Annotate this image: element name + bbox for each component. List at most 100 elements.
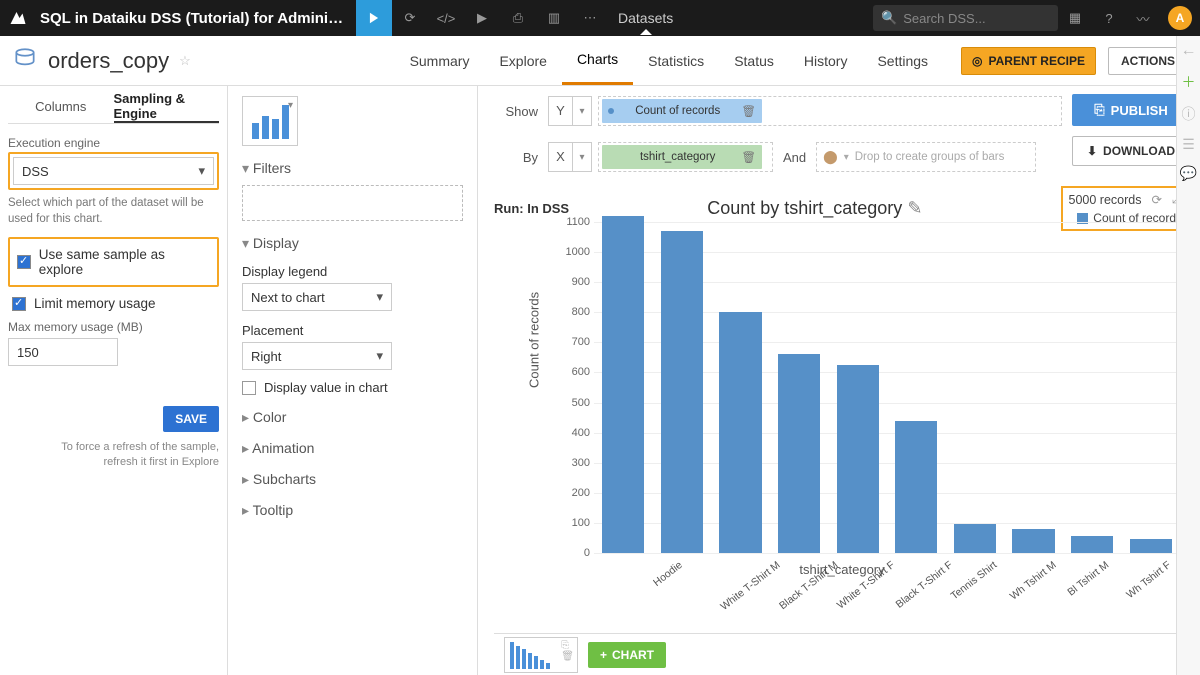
topbar: SQL in Dataiku DSS (Tutorial) for Admini… xyxy=(0,0,1200,36)
bar[interactable] xyxy=(837,365,879,553)
chevron-down-icon: ▾ xyxy=(288,100,293,111)
x-pill[interactable]: tshirt_category🗑 xyxy=(602,145,762,169)
print-icon[interactable]: ⎙ xyxy=(500,0,536,36)
exec-engine-label: Execution engine xyxy=(8,136,219,150)
rail-add-icon[interactable]: ＋ xyxy=(1182,72,1196,92)
tab-summary[interactable]: Summary xyxy=(395,36,485,85)
left-tab-columns[interactable]: Columns xyxy=(8,90,114,123)
left-tab-sampling[interactable]: Sampling & Engine xyxy=(114,90,220,123)
tab-status[interactable]: Status xyxy=(719,36,789,85)
tab-explore[interactable]: Explore xyxy=(484,36,561,85)
x-axis-caret[interactable]: ▾ xyxy=(572,142,592,172)
chevron-down-icon: ▾ xyxy=(844,152,849,163)
apps-icon[interactable]: ▦ xyxy=(1058,10,1092,26)
chart-strip: ⎘🗑 +CHART xyxy=(494,633,1190,675)
run-icon[interactable]: ▶ xyxy=(464,0,500,36)
code-icon[interactable]: </> xyxy=(428,0,464,36)
config-panel: ▾ Filters Display Display legend Next to… xyxy=(228,86,478,675)
x-axis-label: X xyxy=(548,142,572,172)
star-icon[interactable]: ☆ xyxy=(179,53,191,69)
checkbox-icon xyxy=(17,255,31,269)
show-label: Show xyxy=(494,104,548,119)
chart-type-thumb[interactable]: ▾ xyxy=(242,96,298,146)
chart-mini-thumb[interactable]: ⎘🗑 xyxy=(504,637,578,673)
search-input[interactable]: 🔍 Search DSS... xyxy=(873,5,1058,31)
section-filters[interactable]: Filters xyxy=(242,160,463,177)
dataset-header: orders_copy ☆ Summary Explore Charts Sta… xyxy=(0,36,1200,86)
rail-chat-icon[interactable]: 💬 xyxy=(1180,165,1197,182)
group-dropzone[interactable]: ⬤▾ Drop to create groups of bars xyxy=(816,142,1036,172)
bar[interactable] xyxy=(1012,529,1054,553)
add-chart-button[interactable]: +CHART xyxy=(588,642,666,668)
copy-icon[interactable]: ⎘ xyxy=(561,640,569,651)
y-axis-caret[interactable]: ▾ xyxy=(572,96,592,126)
remove-icon[interactable]: 🗑 xyxy=(741,150,756,164)
more-icon[interactable]: ⋯ xyxy=(572,0,608,36)
collapse-icon[interactable]: ← xyxy=(1181,42,1197,60)
mem-input[interactable]: 150 xyxy=(8,338,118,366)
refresh-icon[interactable]: ⟳ xyxy=(1152,192,1162,207)
y-dropzone[interactable]: Count of records🗑 xyxy=(598,96,1062,126)
edit-icon[interactable]: ✎ xyxy=(907,198,922,218)
filters-dropzone[interactable] xyxy=(242,185,463,221)
rail-list-icon[interactable]: ☰ xyxy=(1182,136,1195,153)
checkbox-limit-memory[interactable]: Limit memory usage xyxy=(8,291,219,316)
remove-icon[interactable]: 🗑 xyxy=(741,104,756,118)
section-tooltip[interactable]: Tooltip xyxy=(242,502,463,519)
rail-info-icon[interactable]: ⓘ xyxy=(1182,104,1196,124)
parent-recipe-button[interactable]: ◎PARENT RECIPE xyxy=(961,47,1096,75)
section-animation[interactable]: Animation xyxy=(242,440,463,457)
publish-button[interactable]: ⎘PUBLISH xyxy=(1072,94,1190,126)
bar[interactable] xyxy=(895,421,937,553)
panel-icon[interactable]: ▥ xyxy=(536,0,572,36)
y-pill[interactable]: Count of records🗑 xyxy=(602,99,762,123)
tab-history[interactable]: History xyxy=(789,36,863,85)
sample-note: To force a refresh of the sample,refresh… xyxy=(8,440,219,471)
plot: Count of records 01002003004005006007008… xyxy=(526,222,1186,553)
chart-title[interactable]: Count by tshirt_category ✎ xyxy=(579,198,1050,219)
section-subcharts[interactable]: Subcharts xyxy=(242,471,463,488)
bar[interactable] xyxy=(602,216,644,553)
refresh-icon[interactable]: ⟳ xyxy=(392,0,428,36)
download-button[interactable]: ⬇DOWNLOAD xyxy=(1072,136,1190,166)
dot-icon xyxy=(608,108,614,114)
checkbox-same-sample[interactable]: Use same sample as explore xyxy=(13,242,214,282)
tab-statistics[interactable]: Statistics xyxy=(633,36,719,85)
run-label: Run: In DSS xyxy=(494,201,569,216)
placement-select[interactable]: Right▾ xyxy=(242,342,392,370)
chevron-down-icon: ▾ xyxy=(376,289,383,305)
topbar-section-label[interactable]: Datasets xyxy=(618,10,673,26)
section-display[interactable]: Display xyxy=(242,235,463,252)
x-tick-label: Black T-Shirt F xyxy=(893,559,954,611)
activity-icon[interactable]: 〰 xyxy=(1126,9,1160,28)
bar[interactable] xyxy=(661,231,703,553)
y-axis-label: Y xyxy=(548,96,572,126)
section-color[interactable]: Color xyxy=(242,409,463,426)
x-tick-label: Hoodie xyxy=(651,559,685,589)
and-label: And xyxy=(783,150,806,165)
breadcrumb[interactable]: SQL in Dataiku DSS (Tutorial) for Admini… xyxy=(36,10,356,27)
target-icon: ◎ xyxy=(972,54,982,68)
right-rail: ← ＋ ⓘ ☰ 💬 xyxy=(1176,36,1200,675)
checkbox-display-value[interactable]: Display value in chart xyxy=(242,380,463,395)
bar[interactable] xyxy=(719,312,761,553)
tab-settings[interactable]: Settings xyxy=(862,36,943,85)
help-icon[interactable]: ? xyxy=(1092,11,1126,26)
exec-engine-select[interactable]: DSS▾ xyxy=(13,157,214,185)
display-legend-select[interactable]: Next to chart▾ xyxy=(242,283,392,311)
x-tick-label: White T-Shirt M xyxy=(718,559,782,613)
x-dropzone[interactable]: tshirt_category🗑 xyxy=(598,142,773,172)
bar[interactable] xyxy=(954,524,996,553)
delete-icon[interactable]: 🗑 xyxy=(561,651,574,662)
logo-icon[interactable] xyxy=(0,9,36,27)
avatar[interactable]: A xyxy=(1168,6,1192,30)
bar[interactable] xyxy=(1071,536,1113,553)
save-button[interactable]: SAVE xyxy=(163,406,219,432)
y-axis-title: Count of records xyxy=(527,291,542,387)
bar[interactable] xyxy=(1130,539,1172,553)
flow-icon[interactable] xyxy=(356,0,392,36)
x-axis-title: tshirt_category xyxy=(799,562,884,577)
tab-charts[interactable]: Charts xyxy=(562,36,633,85)
dataset-name[interactable]: orders_copy xyxy=(48,48,169,74)
bar[interactable] xyxy=(778,354,820,553)
